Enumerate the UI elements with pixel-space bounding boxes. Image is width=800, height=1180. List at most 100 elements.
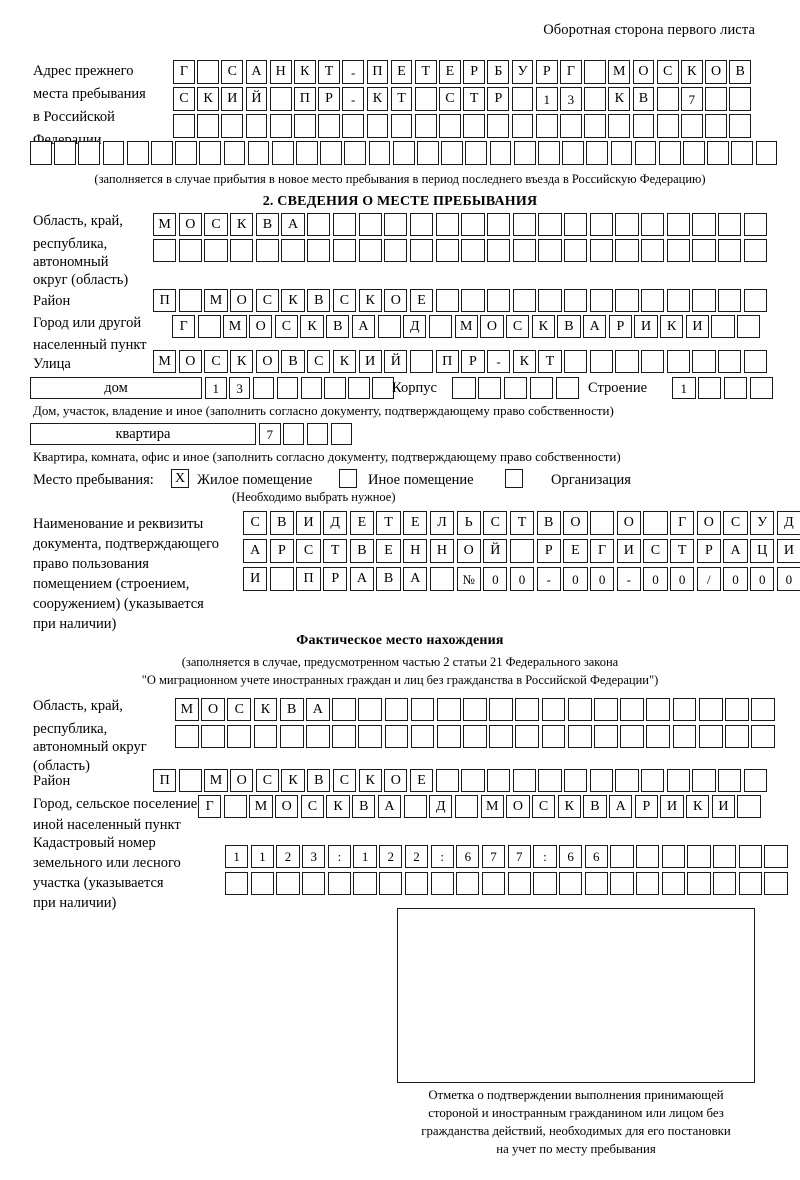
- al-region-r2-cell-17[interactable]: [594, 725, 618, 748]
- stroenie-cell-2[interactable]: [697, 377, 722, 399]
- s2-region-r2-cell-11[interactable]: [409, 239, 434, 262]
- doc-r1-cell-8[interactable]: Л: [429, 511, 455, 535]
- al-region-r1-cell-23[interactable]: [751, 698, 775, 721]
- s2-district-cell-16[interactable]: [538, 289, 562, 312]
- prev-address-r1-cell-21[interactable]: С: [656, 60, 679, 84]
- doc-r2-cell-18[interactable]: Р: [696, 539, 721, 563]
- al-region-r2-cell-22[interactable]: [724, 725, 749, 748]
- prev-address-r2-cell-2[interactable]: К: [197, 87, 219, 111]
- prev-address-r4-cell-18[interactable]: [441, 141, 463, 165]
- s2-region-r2-cell-2[interactable]: [178, 239, 202, 262]
- prev-address-r3-cell-3[interactable]: [221, 114, 244, 138]
- prev-address-r2-cell-10[interactable]: Т: [390, 87, 413, 111]
- al-city-cell-13[interactable]: О: [506, 795, 530, 818]
- al-district-cell-5[interactable]: С: [255, 769, 280, 792]
- al-region-r1-cell-6[interactable]: А: [305, 698, 330, 721]
- al-region-r1-cell-11[interactable]: [436, 698, 461, 721]
- prev-address-r3-cell-22[interactable]: [680, 114, 703, 138]
- prev-address-r1-cell-4[interactable]: А: [245, 60, 268, 84]
- prev-address-r3-cell-4[interactable]: [245, 114, 268, 138]
- prev-address-r4-cell-11[interactable]: [271, 141, 294, 165]
- al-district-cell-6[interactable]: К: [281, 769, 305, 792]
- prev-address-r2-cell-24[interactable]: [729, 87, 752, 111]
- prev-address-r3-cell-14[interactable]: [487, 114, 510, 138]
- al-region-r2-cell-23[interactable]: [751, 725, 775, 748]
- al-city-cell-14[interactable]: С: [531, 795, 556, 818]
- s2-city-cell-8[interactable]: А: [351, 315, 376, 338]
- cadastral-r2-cell-8[interactable]: [404, 872, 429, 895]
- prev-address-r2-cell-12[interactable]: С: [439, 87, 461, 111]
- al-district-cell-20[interactable]: [641, 769, 665, 792]
- al-district-cell-19[interactable]: [615, 769, 639, 792]
- s2-district-cell-6[interactable]: К: [281, 289, 305, 312]
- doc-r3-cell-1[interactable]: И: [243, 567, 268, 591]
- prev-address-r4-cell-7[interactable]: [175, 141, 197, 165]
- flat-cell-4[interactable]: [330, 423, 353, 445]
- s2-region-r1-cell-12[interactable]: [435, 213, 459, 236]
- prev-address-r1-cell-16[interactable]: Р: [535, 60, 558, 84]
- s2-region-r1-cell-2[interactable]: О: [178, 213, 202, 236]
- al-city-cell-2[interactable]: [223, 795, 247, 818]
- s2-district-cell-10[interactable]: О: [384, 289, 408, 312]
- prev-address-r1-cell-23[interactable]: О: [705, 60, 727, 84]
- s2-region-r1-cell-13[interactable]: [461, 213, 485, 236]
- prev-address-r4-cell-19[interactable]: [465, 141, 488, 165]
- prev-address-r4-cell-3[interactable]: [78, 141, 101, 165]
- prev-address-r2-cell-8[interactable]: -: [342, 87, 365, 111]
- doc-r3-cell-21[interactable]: 0: [776, 567, 800, 591]
- cadastral-r1-cell-17[interactable]: [636, 845, 660, 868]
- prev-address-r2-cell-16[interactable]: 1: [535, 87, 558, 111]
- cadastral-r1-cell-4[interactable]: 3: [302, 845, 326, 868]
- s2-region-r1-cell-1[interactable]: М: [153, 213, 177, 236]
- al-city-cell-12[interactable]: М: [480, 795, 504, 818]
- prev-address-r3-cell-12[interactable]: [439, 114, 461, 138]
- house-cell-2[interactable]: 3: [228, 377, 251, 399]
- prev-address-r2-cell-5[interactable]: [269, 87, 292, 111]
- prev-address-r2-cell-18[interactable]: [584, 87, 606, 111]
- prev-address-r3-cell-7[interactable]: [318, 114, 340, 138]
- s2-region-r1-cell-10[interactable]: [384, 213, 408, 236]
- cadastral-r1-cell-12[interactable]: 7: [507, 845, 531, 868]
- house-cell-6[interactable]: [324, 377, 346, 399]
- cadastral-r1-cell-16[interactable]: [610, 845, 634, 868]
- cadastral-r2-cell-18[interactable]: [661, 872, 685, 895]
- prev-address-r3-cell-9[interactable]: [366, 114, 389, 138]
- s2-street-cell-22[interactable]: [692, 350, 716, 373]
- doc-r3-cell-13[interactable]: 0: [563, 567, 588, 591]
- prev-address-r3-cell-6[interactable]: [293, 114, 316, 138]
- al-region-r1-cell-17[interactable]: [594, 698, 618, 721]
- s2-region-r1-cell-3[interactable]: С: [204, 213, 228, 236]
- al-region-r2-cell-1[interactable]: [175, 725, 199, 748]
- prev-address-r3-cell-17[interactable]: [560, 114, 582, 138]
- s2-district-cell-3[interactable]: М: [204, 289, 228, 312]
- cadastral-r2-cell-11[interactable]: [481, 872, 506, 895]
- cadastral-r1-cell-2[interactable]: 1: [250, 845, 274, 868]
- s2-region-r2-cell-20[interactable]: [641, 239, 665, 262]
- doc-row-3[interactable]: И П Р А В А № 0 0-0 0-0 0/0 0 0: [243, 567, 800, 591]
- house-cell-5[interactable]: [300, 377, 323, 399]
- s2-city-cell-21[interactable]: И: [685, 315, 710, 338]
- s2-region-r2-cell-21[interactable]: [666, 239, 691, 262]
- al-city-cell-1[interactable]: Г: [198, 795, 222, 818]
- cadastral-r2-cell-9[interactable]: [430, 872, 454, 895]
- prev-address-r2-cell-17[interactable]: 3: [560, 87, 582, 111]
- al-district-cell-10[interactable]: О: [384, 769, 408, 792]
- prev-address-r1-cell-19[interactable]: М: [608, 60, 631, 84]
- doc-r1-cell-4[interactable]: Д: [323, 511, 348, 535]
- al-region-r2-cell-4[interactable]: [253, 725, 278, 748]
- flat-number-cells[interactable]: 7: [259, 423, 353, 445]
- prev-address-r4-cell-4[interactable]: [102, 141, 125, 165]
- al-district-cell-4[interactable]: О: [230, 769, 254, 792]
- cadastral-r1-cell-7[interactable]: 2: [379, 845, 403, 868]
- checkbox-zhiloe[interactable]: X: [171, 469, 189, 488]
- al-district-cell-1[interactable]: П: [153, 769, 177, 792]
- prev-address-r2-cell-14[interactable]: Р: [487, 87, 510, 111]
- prev-address-r4-cell-8[interactable]: [199, 141, 222, 165]
- cadastral-r1-cell-22[interactable]: [764, 845, 788, 868]
- s2-city-cell-17[interactable]: А: [583, 315, 607, 338]
- s2-region-r1-cell-5[interactable]: В: [255, 213, 280, 236]
- doc-r2-cell-21[interactable]: И: [776, 539, 800, 563]
- prev-address-r1-cell-12[interactable]: Е: [439, 60, 461, 84]
- s2-district-cell-23[interactable]: [718, 289, 742, 312]
